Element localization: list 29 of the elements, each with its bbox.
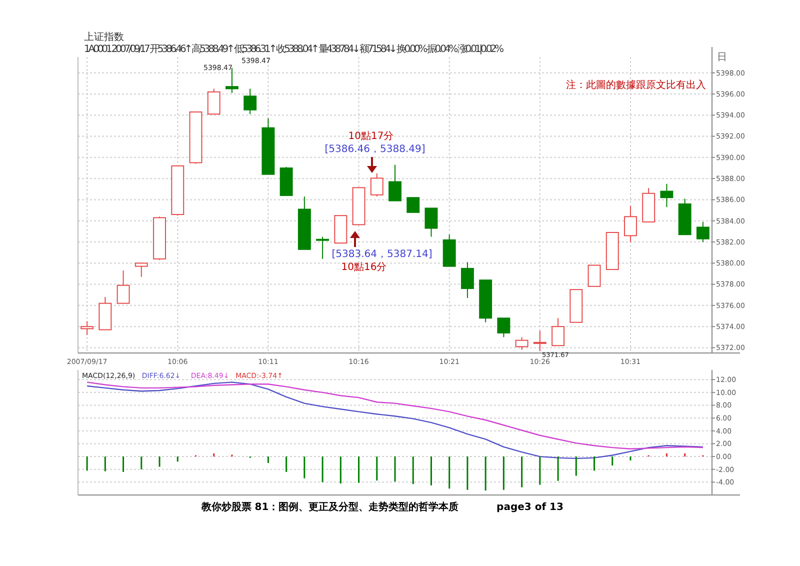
candlestick [424,208,438,238]
candlestick [588,264,601,287]
candlestick [552,318,565,346]
candlestick [80,320,94,336]
candlestick [406,197,420,213]
candlestick [515,336,528,350]
candlestick [388,164,402,202]
candlestick [696,221,710,242]
candlestick [660,183,674,208]
candlestick [460,262,474,299]
candlestick [134,262,148,278]
candlestick [207,88,220,115]
candlestick [370,172,384,197]
text: 日 [717,52,727,63]
chart-subtitle: 1A0001 2007/09/17 开5386.46↑ 高5388.49↑ 低5386.31↑ 收5388.04↑ 量438784↓ 额71584↓ 换0.00% 振0.04% 涨0.01|0.02% [84,43,504,55]
annotation: [5383.64，5387.14] [332,249,432,260]
chart-title: 上证指数 [84,31,124,43]
candlestick [116,270,130,304]
candlestick [624,206,637,242]
annotation: [5386.46，5388.49] [324,144,426,155]
candlestick [316,236,330,260]
candlestick [497,318,510,338]
text: 教你炒股票 81：图例、更正及分型、走势类型的哲学本质 [200,501,459,513]
candlestick [533,330,546,352]
annotation: 10點17分 [348,130,394,142]
text: page3 of 13 [496,502,564,513]
candlestick [244,88,257,115]
annotation: 注：此圖的數據跟原文比有出入 [566,79,706,91]
annotation: 10點16分 [341,261,387,273]
